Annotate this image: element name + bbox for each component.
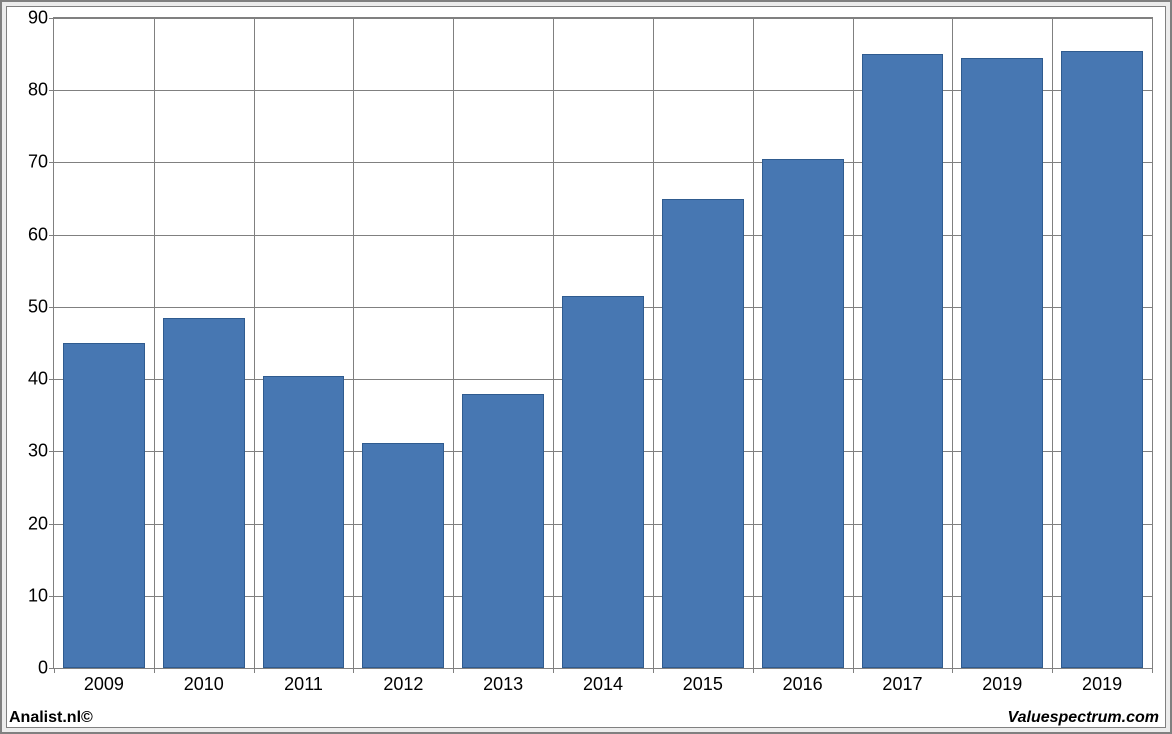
bar	[762, 159, 844, 668]
x-tick-mark	[952, 668, 953, 673]
x-tick-label: 2011	[284, 674, 323, 695]
x-tick-mark	[1052, 668, 1053, 673]
x-tick-mark	[154, 668, 155, 673]
gridline-v	[853, 18, 854, 668]
x-tick-label: 2016	[783, 674, 823, 695]
y-tick-label: 80	[28, 80, 48, 101]
x-tick-label: 2013	[483, 674, 523, 695]
y-tick-label: 40	[28, 369, 48, 390]
y-tick-label: 60	[28, 224, 48, 245]
y-tick-mark	[49, 451, 54, 452]
gridline-v	[254, 18, 255, 668]
y-tick-mark	[49, 379, 54, 380]
bar	[263, 376, 345, 669]
bar	[163, 318, 245, 668]
y-tick-mark	[49, 596, 54, 597]
gridline-v	[353, 18, 354, 668]
x-tick-label: 2009	[84, 674, 124, 695]
y-tick-label: 10	[28, 585, 48, 606]
y-tick-mark	[49, 235, 54, 236]
y-tick-label: 70	[28, 152, 48, 173]
x-tick-mark	[653, 668, 654, 673]
chart-outer-frame: 0 10 20 30 40 50 60 70 80 90 2009 2010 2011 2012 2013 2…	[0, 0, 1172, 734]
gridline-v	[553, 18, 554, 668]
x-tick-label: 2014	[583, 674, 623, 695]
gridline-h	[54, 18, 1152, 19]
x-tick-mark	[853, 668, 854, 673]
gridline-v	[653, 18, 654, 668]
gridline-v	[453, 18, 454, 668]
x-tick-label: 2019	[982, 674, 1022, 695]
footer-left-credit: Analist.nl©	[9, 709, 93, 727]
bar	[562, 296, 644, 668]
bar	[63, 343, 145, 668]
bar	[662, 199, 744, 668]
gridline-v	[154, 18, 155, 668]
y-tick-label: 30	[28, 441, 48, 462]
bar	[1061, 51, 1143, 669]
bar	[862, 54, 944, 668]
y-tick-label: 20	[28, 513, 48, 534]
x-tick-mark	[353, 668, 354, 673]
x-tick-label: 2019	[1082, 674, 1122, 695]
gridline-v	[952, 18, 953, 668]
x-tick-mark	[453, 668, 454, 673]
y-tick-label: 90	[28, 8, 48, 29]
x-tick-mark	[54, 668, 55, 673]
bar	[362, 443, 444, 668]
y-tick-label: 50	[28, 296, 48, 317]
y-tick-mark	[49, 307, 54, 308]
y-tick-mark	[49, 524, 54, 525]
x-tick-mark	[553, 668, 554, 673]
x-tick-mark	[1152, 668, 1153, 673]
x-tick-label: 2010	[184, 674, 224, 695]
footer-right-credit: Valuespectrum.com	[1008, 709, 1159, 727]
y-tick-mark	[49, 18, 54, 19]
x-tick-label: 2012	[383, 674, 423, 695]
x-tick-mark	[753, 668, 754, 673]
bar	[961, 58, 1043, 668]
chart-inner-panel: 0 10 20 30 40 50 60 70 80 90 2009 2010 2011 2012 2013 2…	[6, 6, 1166, 728]
y-tick-mark	[49, 162, 54, 163]
x-tick-mark	[254, 668, 255, 673]
x-tick-label: 2015	[683, 674, 723, 695]
y-tick-mark	[49, 90, 54, 91]
gridline-v	[1052, 18, 1053, 668]
gridline-v	[753, 18, 754, 668]
y-tick-label: 0	[38, 658, 48, 679]
x-tick-label: 2017	[882, 674, 922, 695]
plot-area: 0102030405060708090200920102011201220132…	[53, 17, 1153, 669]
bar	[462, 394, 544, 668]
